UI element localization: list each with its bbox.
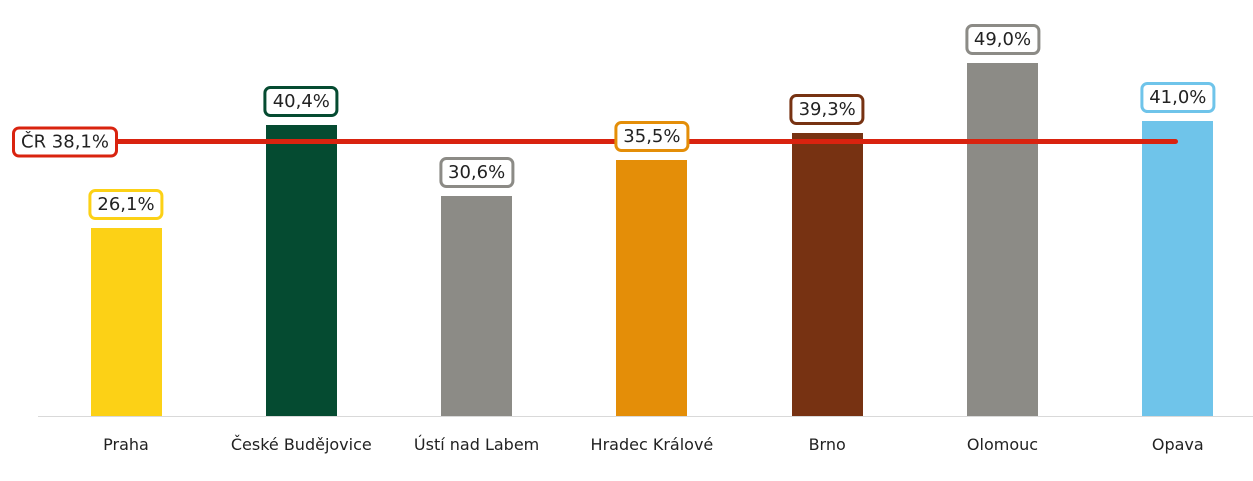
reference-line	[20, 139, 1178, 145]
value-label: 49,0%	[964, 24, 1041, 56]
bar	[616, 160, 688, 416]
x-tick-label: Brno	[808, 435, 846, 454]
bar	[265, 125, 337, 416]
bar	[791, 133, 863, 416]
x-tick-label: Praha	[103, 435, 149, 454]
value-label: 39,3%	[789, 94, 865, 126]
bar	[441, 195, 513, 416]
reference-label: ČR 38,1%	[12, 126, 118, 158]
value-label: 35,5%	[614, 121, 690, 153]
x-axis	[38, 416, 1253, 417]
value-label: 26,1%	[88, 189, 164, 221]
x-tick-label: Olomouc	[966, 435, 1039, 454]
x-tick-label: Hradec Králové	[590, 435, 714, 454]
value-label: 30,6%	[439, 156, 515, 188]
x-tick-label: Opava	[1151, 435, 1204, 454]
x-tick-label: Ústí nad Labem	[413, 435, 540, 454]
value-label: 40,4%	[263, 86, 339, 118]
bar	[1142, 120, 1214, 416]
value-label: 41,0%	[1140, 81, 1216, 113]
bar	[967, 63, 1038, 416]
x-tick-label: České Budějovice	[230, 435, 372, 454]
bar	[90, 228, 162, 416]
